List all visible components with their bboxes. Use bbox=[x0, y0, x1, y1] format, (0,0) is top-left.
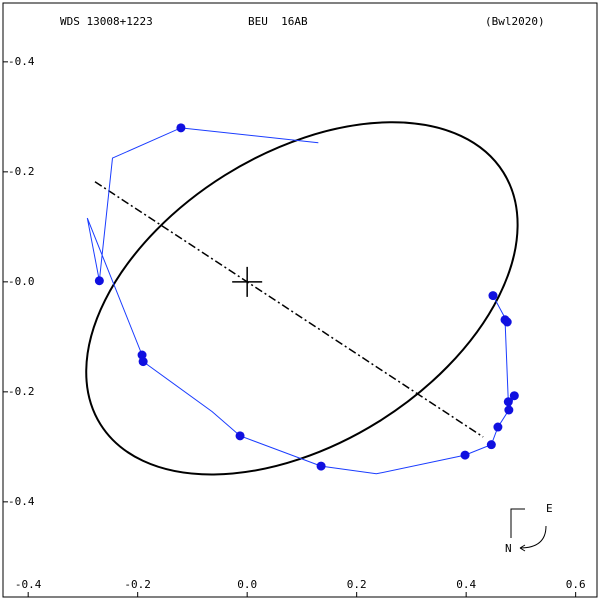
observation bbox=[488, 291, 498, 301]
compass-east: E bbox=[546, 502, 553, 515]
observation bbox=[460, 450, 470, 460]
compass-arrowhead bbox=[519, 544, 526, 552]
observation bbox=[316, 461, 326, 471]
x-tick-label: 0.2 bbox=[347, 578, 367, 591]
y-tick-label: -0.0 bbox=[8, 275, 35, 288]
x-tick-label: -0.2 bbox=[124, 578, 151, 591]
x-tick-label: -0.4 bbox=[15, 578, 42, 591]
line-of-apsides bbox=[94, 181, 484, 438]
observation bbox=[503, 397, 513, 407]
compass-arrow bbox=[519, 525, 547, 549]
observation bbox=[94, 276, 104, 286]
y-tick-label: -0.2 bbox=[8, 165, 35, 178]
y-tick-label: -0.4 bbox=[8, 495, 35, 508]
x-tick-label: 0.4 bbox=[456, 578, 476, 591]
observation bbox=[235, 431, 245, 441]
observation bbox=[138, 357, 148, 367]
observation bbox=[137, 350, 147, 360]
reference: (Bwl2020) bbox=[485, 15, 545, 28]
x-tick-label: 0.0 bbox=[237, 578, 257, 591]
primary-star bbox=[232, 266, 263, 297]
y-tick-label: -0.4 bbox=[8, 55, 35, 68]
compass: E N bbox=[505, 502, 553, 555]
observation bbox=[504, 405, 514, 415]
compass-axes bbox=[510, 508, 525, 538]
observation bbox=[176, 123, 186, 133]
observation bbox=[500, 315, 510, 325]
star-id: WDS 13008+1223 bbox=[60, 15, 153, 28]
chart-title: BEU 16AB bbox=[248, 15, 308, 28]
observation bbox=[509, 391, 519, 401]
compass-north: N bbox=[505, 542, 512, 555]
observation bbox=[493, 422, 503, 432]
orbit-ellipse bbox=[85, 121, 519, 476]
y-tick-label: -0.2 bbox=[8, 385, 35, 398]
x-tick-label: 0.6 bbox=[566, 578, 586, 591]
observation bbox=[486, 440, 496, 450]
